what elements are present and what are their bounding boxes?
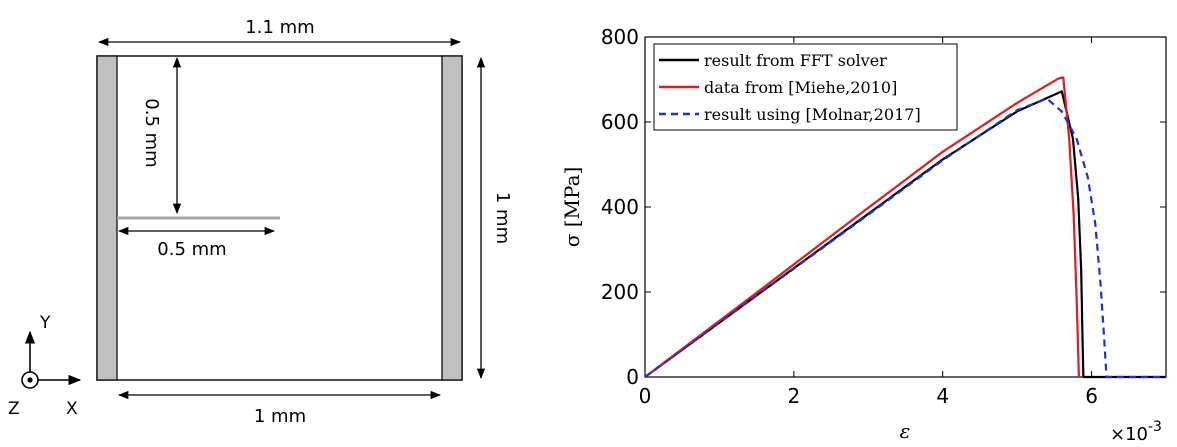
x-tick-label: 0: [639, 384, 652, 408]
coordinate-axes: Y X Z: [8, 313, 82, 419]
x-axis-label: ε: [900, 419, 911, 443]
specimen-diagram: 1.1 mm 0.5 mm 0.5 mm 1 mm 1 mm Y X Z: [8, 17, 513, 427]
y-tick-label: 0: [626, 365, 639, 389]
y-axis-label: σ [MPa]: [560, 167, 584, 248]
x-tick-label: 6: [1085, 384, 1098, 408]
legend-box: [653, 43, 958, 131]
series-line-1: [644, 76, 1080, 378]
y-tick-label: 600: [601, 110, 639, 134]
left-grip: [96, 55, 118, 381]
series-layer: [644, 76, 1166, 379]
crack-length-label: 0.5 mm: [157, 239, 226, 260]
x-axis-ticks: 0 2 4 6: [639, 37, 1098, 408]
z-axis-dot: [27, 377, 33, 383]
legend-label-fft: result from FFT solver: [704, 51, 887, 70]
x-multiplier: ×10-3: [1110, 419, 1162, 443]
x-multiplier-base: ×10: [1110, 424, 1148, 443]
legend-label-miehe: data from [Miehe,2010]: [704, 78, 897, 97]
x-tick-label: 4: [936, 384, 949, 408]
y-tick-label: 200: [601, 280, 639, 304]
x-axis-letter: X: [66, 399, 78, 419]
right-grip: [441, 55, 463, 381]
legend: result from FFT solver data from [Miehe,…: [653, 43, 958, 131]
x-tick-label: 2: [787, 384, 800, 408]
x-multiplier-exponent: -3: [1148, 419, 1162, 435]
height-label: 1 mm: [492, 192, 513, 244]
y-tick-label: 400: [601, 195, 639, 219]
stress-strain-chart: 0 200 400 600 800 0 2 4 6 ε σ [MPa] ×10-3 resul…: [560, 25, 1167, 445]
top-width-label: 1.1 mm: [245, 17, 314, 38]
y-axis-letter: Y: [39, 313, 51, 333]
crack-height-label: 0.5 mm: [141, 98, 162, 167]
series-line-2: [644, 97, 1166, 379]
bottom-width-label: 1 mm: [254, 406, 306, 427]
z-axis-letter: Z: [8, 399, 20, 419]
y-tick-label: 800: [601, 25, 639, 49]
legend-label-molnar: result using [Molnar,2017]: [704, 105, 921, 124]
y-axis-ticks: 0 200 400 600 800: [601, 25, 1166, 389]
